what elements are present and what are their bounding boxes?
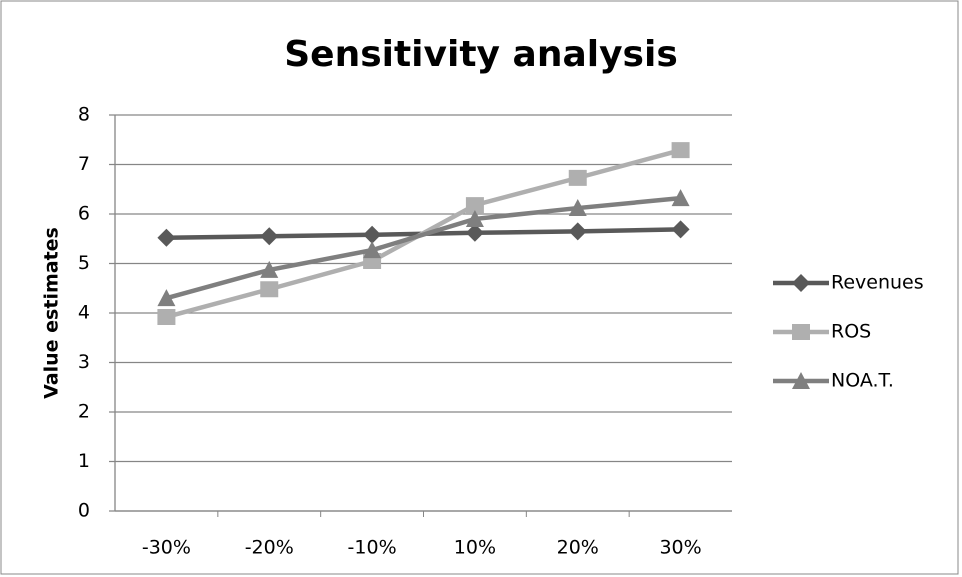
legend-label: Revenues — [831, 272, 924, 294]
y-tick-label: 6 — [78, 203, 90, 225]
data-point — [260, 260, 279, 278]
data-point — [157, 289, 176, 307]
data-point — [671, 142, 690, 159]
data-point — [157, 228, 176, 247]
legend-label: NOA.T. — [831, 370, 894, 392]
legend-marker — [792, 324, 810, 340]
x-tick-label: -30% — [142, 537, 191, 559]
y-tick-label: 2 — [78, 401, 90, 423]
y-tick-label: 5 — [78, 252, 90, 274]
y-axis-label: Value estimates — [41, 227, 63, 399]
y-tick-label: 1 — [78, 450, 90, 472]
data-point — [260, 281, 279, 298]
x-tick-label: -10% — [348, 537, 397, 559]
data-point — [568, 222, 587, 241]
x-tick-label: -20% — [245, 537, 294, 559]
data-point — [465, 209, 484, 227]
x-tick-label: 10% — [454, 537, 496, 559]
data-point — [671, 220, 690, 239]
y-tick-label: 3 — [78, 351, 90, 373]
data-point — [363, 241, 382, 259]
legend-marker — [792, 274, 810, 292]
data-point — [671, 189, 690, 207]
data-point — [465, 197, 484, 214]
y-tick-label: 8 — [78, 104, 90, 126]
y-tick-label: 0 — [78, 500, 90, 522]
data-point — [568, 169, 587, 186]
data-point — [260, 227, 279, 246]
x-tick-label: 20% — [557, 537, 599, 559]
data-point — [568, 199, 587, 217]
data-point — [157, 308, 176, 325]
x-tick-label: 30% — [659, 537, 701, 559]
legend-marker — [792, 372, 810, 389]
series-line — [165, 195, 681, 301]
y-tick-label: 4 — [78, 302, 90, 324]
chart-title: Sensitivity analysis — [284, 34, 678, 75]
data-point — [465, 223, 484, 242]
data-point — [363, 225, 382, 244]
legend-label: ROS — [831, 321, 871, 343]
y-tick-label: 7 — [78, 153, 90, 175]
